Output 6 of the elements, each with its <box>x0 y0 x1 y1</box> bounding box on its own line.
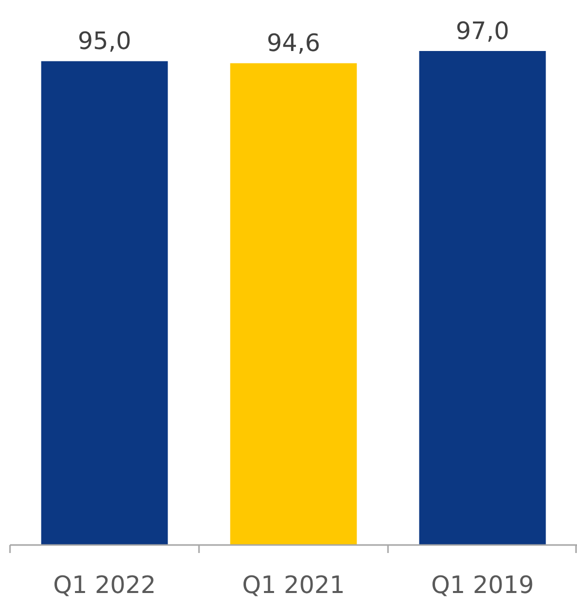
x-tick-label: Q1 2021 <box>242 571 345 599</box>
x-tick-label: Q1 2022 <box>53 571 156 599</box>
data-label: 95,0 <box>78 27 132 56</box>
data-label: 97,0 <box>456 17 510 45</box>
x-tick-label: Q1 2019 <box>431 571 534 599</box>
data-label: 94,6 <box>266 29 320 58</box>
